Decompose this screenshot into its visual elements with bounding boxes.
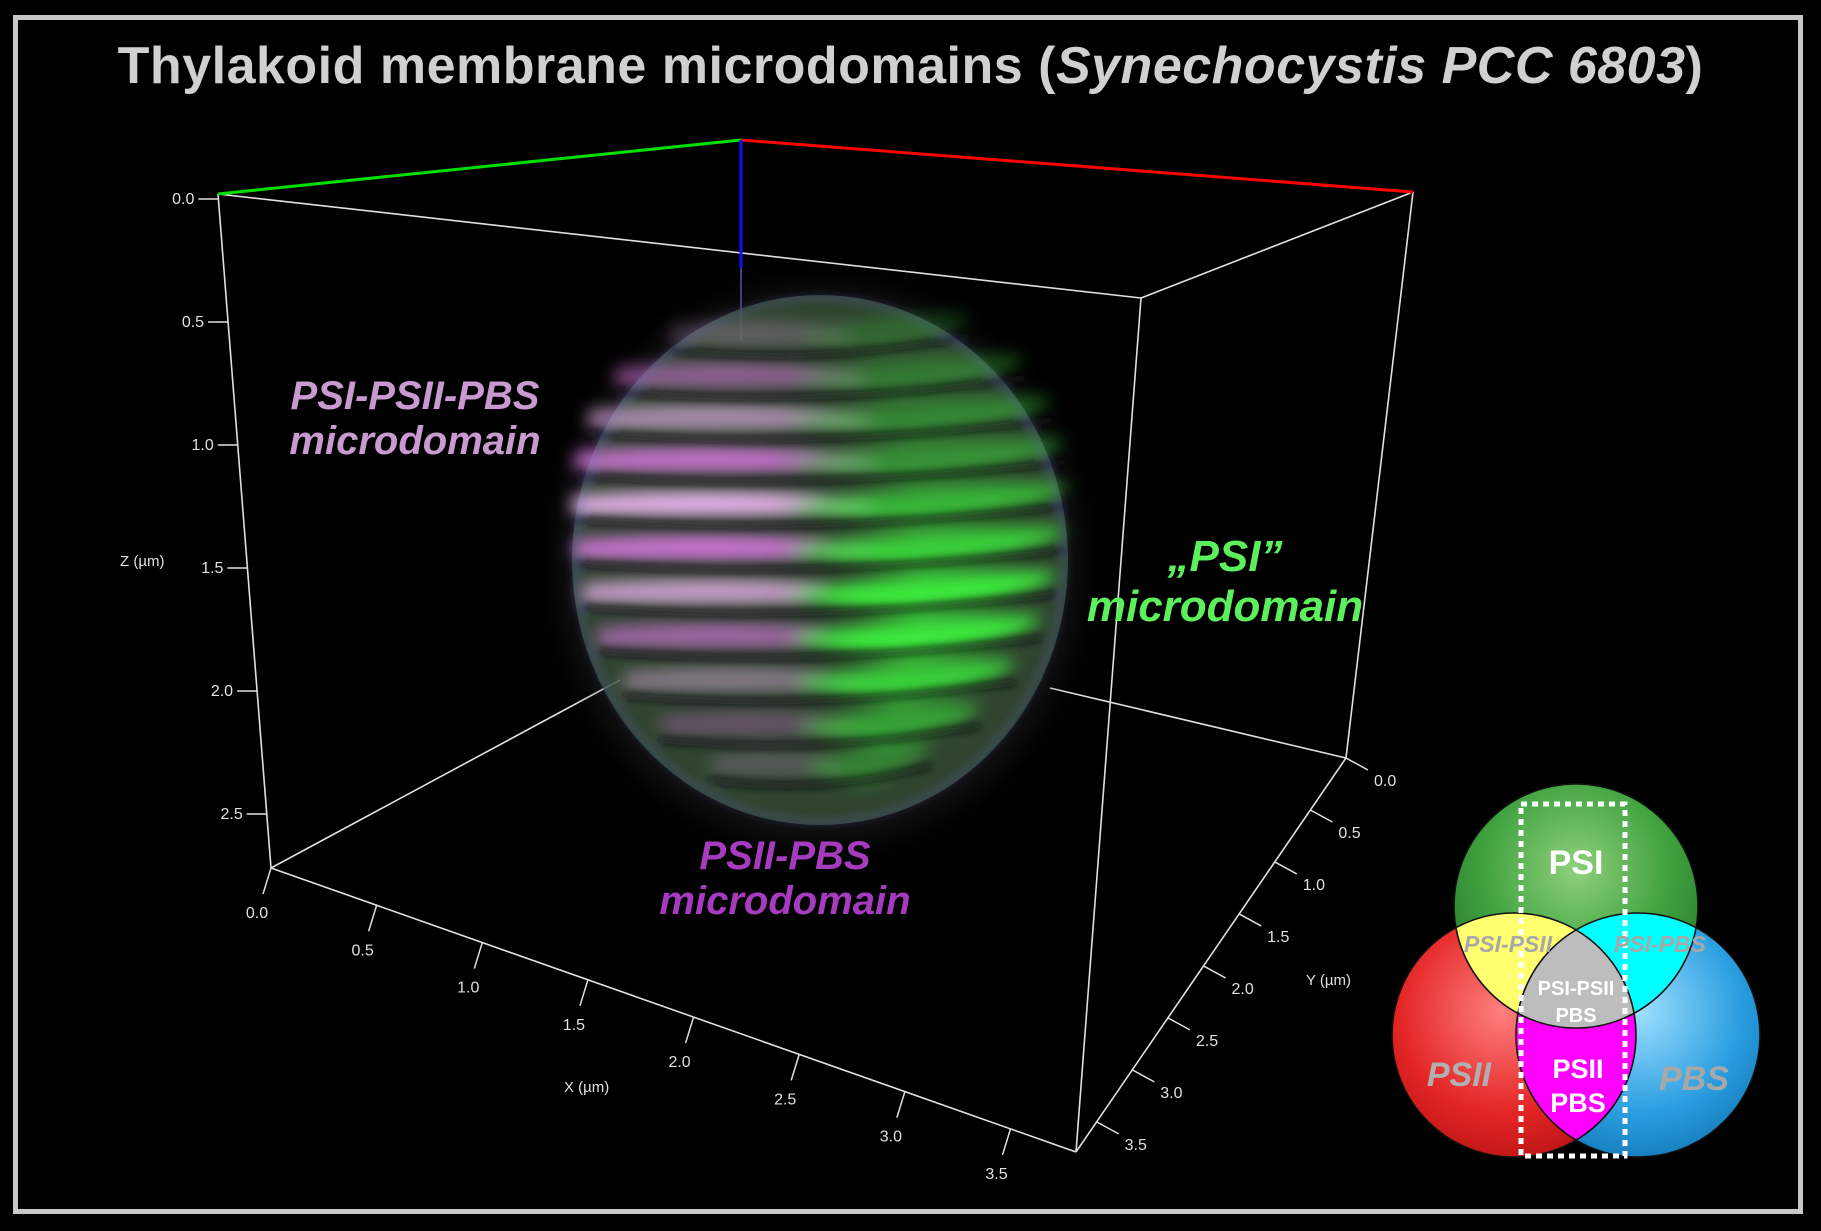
venn-center-label-2: PBS	[1555, 1005, 1596, 1027]
venn-highlight-box	[1518, 801, 1628, 1159]
z-tick-label: 2.0	[211, 683, 233, 700]
cell-volume-render	[558, 285, 1082, 845]
x-tick-label: 1.5	[563, 1017, 585, 1034]
venn-psi-label: PSI	[1549, 844, 1604, 882]
label-psi-psii-pbs-line1: PSI-PSII-PBS	[290, 374, 540, 418]
x-tick-label: 1.0	[457, 980, 479, 997]
venn-center-region	[1516, 913, 1636, 1028]
y-tick-label: 1.5	[1267, 929, 1289, 946]
label-psii-pbs-line1: PSII-PBS	[699, 834, 871, 878]
y-tick-label: 3.0	[1160, 1085, 1182, 1102]
venn-psii-pbs-label-2: PBS	[1550, 1088, 1606, 1118]
y-tick-label: 0.0	[1374, 773, 1396, 790]
title-suffix: )	[1685, 37, 1704, 95]
y-tick-label: 2.0	[1232, 981, 1254, 998]
venn-psi-pbs-label: PSI-PBS	[1614, 931, 1707, 957]
y-axis: 0.0 0.5 1.0 1.5 2.0 2.5 3.0 3.5	[1096, 757, 1396, 1154]
venn-pbs-label: PBS	[1659, 1060, 1729, 1098]
y-tick-label: 0.5	[1338, 825, 1360, 842]
y-tick-label: 1.0	[1303, 877, 1325, 894]
bounding-box	[217, 140, 1414, 1153]
x-tick-label: 0.5	[352, 942, 374, 959]
z-tick-label: 0.0	[172, 191, 194, 208]
label-psi-microdomain: „PSI” microdomain	[1050, 532, 1400, 631]
x-axis: 0.0 0.5 1.0 1.5 2.0 2.5 3.0 3.5	[246, 867, 1012, 1183]
figure-title: Thylakoid membrane microdomains (Synecho…	[0, 36, 1821, 96]
label-psii-pbs-line2: microdomain	[659, 879, 911, 924]
label-psi-line1: „PSI”	[1167, 532, 1283, 581]
z-tick-label: 2.5	[221, 806, 243, 823]
z-axis-label: Z (µm)	[120, 553, 164, 570]
title-prefix: Thylakoid membrane microdomains (	[117, 37, 1056, 95]
z-axis: 0.0 0.5 1.0 1.5 2.0 2.5	[172, 191, 267, 823]
venn-psii-pbs-label-1: PSII	[1552, 1054, 1603, 1084]
y-tick-label: 3.5	[1125, 1137, 1147, 1154]
x-axis-label: X (µm)	[564, 1079, 609, 1096]
y-axis-edge	[217, 138, 742, 196]
x-axis-edge	[740, 138, 1414, 194]
venn-center-label-1: PSI-PSII	[1538, 978, 1615, 1000]
z-tick-label: 1.5	[201, 560, 223, 577]
label-psi-psii-pbs-microdomain: PSI-PSII-PBS microdomain	[260, 374, 570, 464]
image-frame	[13, 15, 1803, 1214]
label-psi-line2: microdomain	[1086, 581, 1364, 631]
venn-psi-psii-label: PSI-PSII	[1464, 931, 1553, 957]
x-tick-label: 3.0	[880, 1129, 902, 1146]
z-tick-label: 0.5	[182, 314, 204, 331]
axis-edges	[217, 138, 1414, 268]
label-psii-pbs-microdomain: PSII-PBS microdomain	[630, 834, 940, 924]
venn-diagram: PSI PSII PBS PSI-PSII PSI-PBS PSI-PSII P…	[1391, 783, 1761, 1159]
y-axis-label: Y (µm)	[1306, 972, 1351, 989]
title-organism: Synechocystis PCC 6803	[1055, 37, 1686, 95]
venn-psii-label: PSII	[1427, 1056, 1493, 1094]
y-tick-label: 2.5	[1196, 1033, 1218, 1050]
x-tick-label: 2.5	[774, 1091, 796, 1108]
x-tick-label: 0.0	[246, 905, 268, 922]
z-tick-label: 1.0	[191, 437, 213, 454]
label-psi-psii-pbs-line2: microdomain	[289, 419, 541, 464]
x-tick-label: 3.5	[985, 1166, 1007, 1183]
x-tick-label: 2.0	[668, 1054, 690, 1071]
